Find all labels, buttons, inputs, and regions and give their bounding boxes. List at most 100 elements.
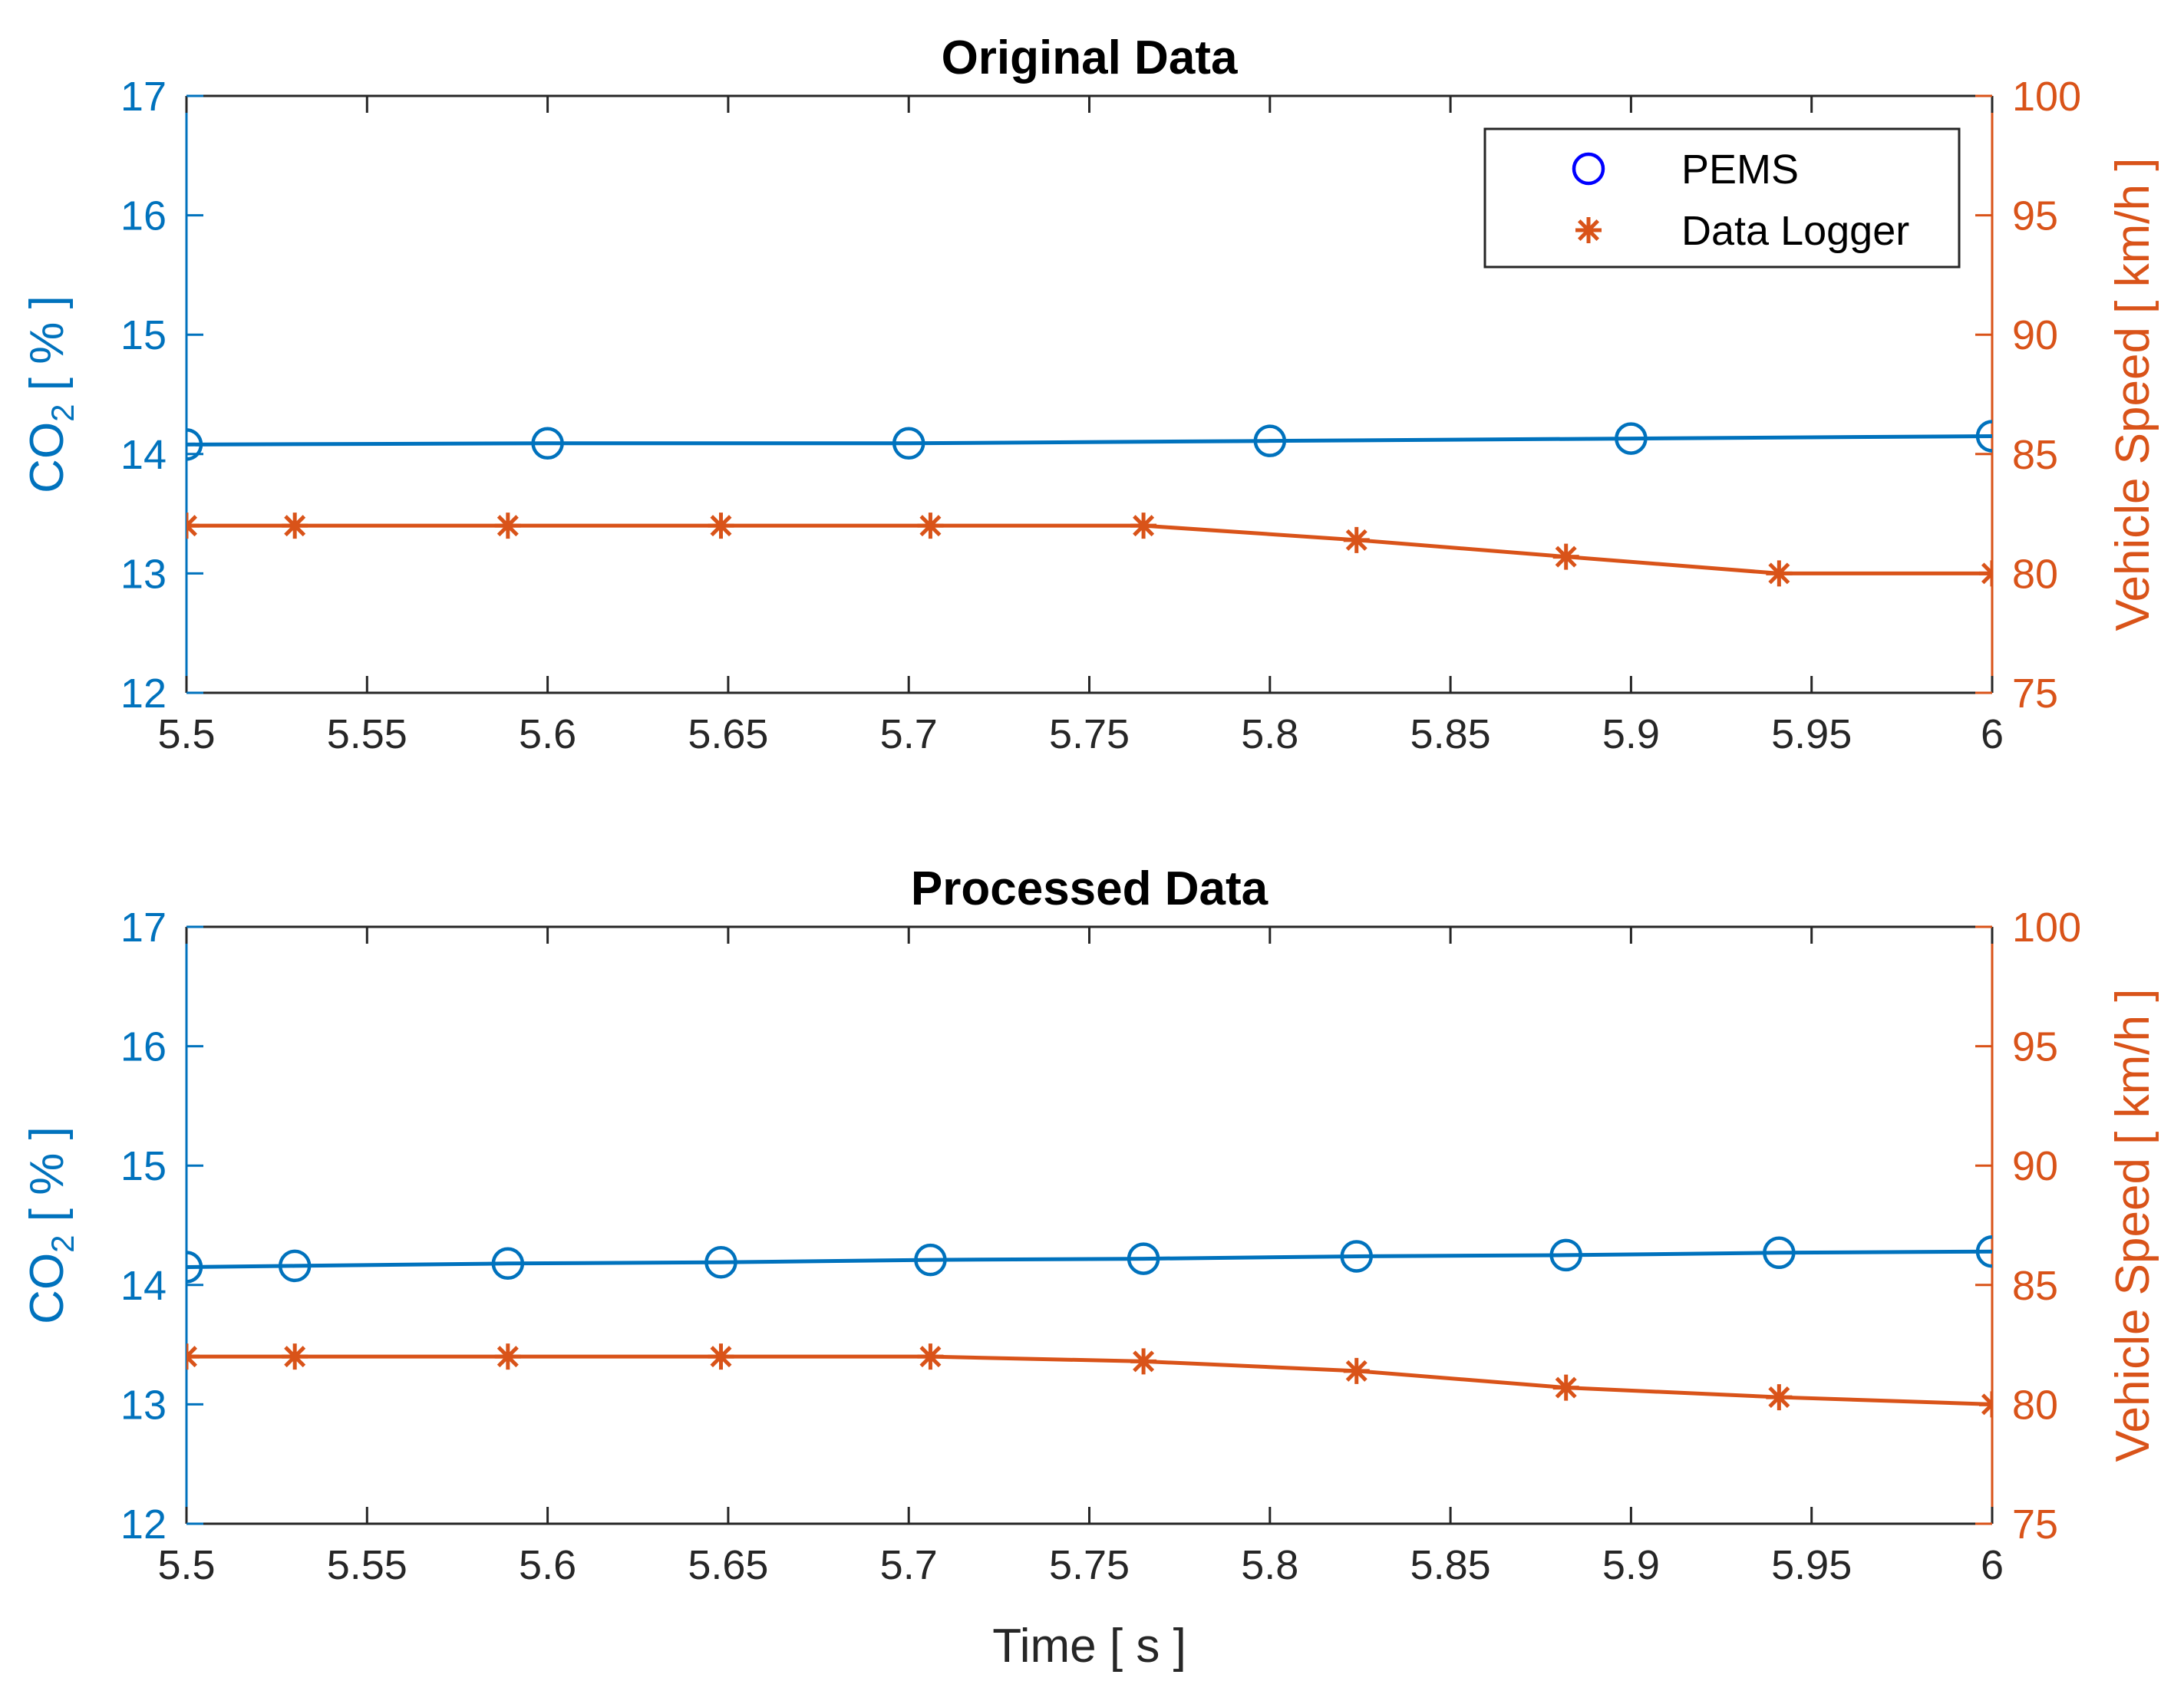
data-point-circle [1340, 1240, 1373, 1273]
series-pems [186, 420, 1992, 461]
chart-1: 5.5 5.55 5.6 5.65 5.7 5.75 5.8 5.85 5.9 5.95 6 12 13… [21, 31, 2159, 757]
legend-marker-circle [1572, 152, 1605, 186]
right-y-tick-label: 75 [2012, 671, 2058, 717]
data-point-circle [1975, 1234, 1992, 1268]
x-tick-label: 5.75 [1049, 1542, 1130, 1588]
x-tick-label: 5.6 [519, 711, 576, 757]
data-point-circle [914, 1243, 947, 1277]
x-tick-label: 5.5 [157, 711, 215, 757]
right-y-tick-label: 80 [2012, 1382, 2058, 1428]
x-tick-label: 5.5 [157, 1542, 215, 1588]
chart-2: 5.5 5.55 5.6 5.65 5.7 5.75 5.8 5.85 5.9 5.95 6 12 13… [21, 862, 2159, 1673]
x-tick-label: 5.85 [1410, 1542, 1491, 1588]
data-point-circle [278, 1249, 312, 1283]
right-y-tick-label: 100 [2012, 74, 2081, 120]
chart-title: Original Data [942, 31, 1238, 84]
legend-box [1483, 127, 1961, 269]
left-y-tick-label: 13 [120, 1382, 167, 1428]
x-axis-label: Time [ s ] [992, 1620, 1186, 1673]
series-line [186, 1354, 1992, 1406]
series-data-logger [186, 513, 1992, 587]
x-tick-label: 5.8 [1241, 711, 1298, 757]
data-point-asterisk [282, 513, 308, 539]
data-point-circle [491, 1247, 525, 1281]
data-point-asterisk [1130, 513, 1157, 539]
left-y-tick-label: 13 [120, 551, 167, 597]
data-point-circle [531, 427, 564, 460]
data-point-asterisk [917, 513, 944, 539]
data-point-asterisk [708, 1343, 734, 1370]
charts-layer: 5.5 5.55 5.6 5.65 5.7 5.75 5.8 5.85 5.9 5.95 6 12 13… [21, 31, 2159, 1673]
left-y-tick-label: 12 [120, 671, 167, 717]
left-y-tick-label: 16 [120, 1024, 167, 1070]
data-point-asterisk [917, 1343, 944, 1370]
legend-label: PEMS [1681, 147, 1799, 193]
x-tick-label: 6 [1981, 711, 2004, 757]
x-tick-label: 5.9 [1602, 1542, 1660, 1588]
right-y-tick-label: 85 [2012, 1263, 2058, 1309]
left-y-tick-label: 17 [120, 74, 167, 120]
right-y-tick-label: 90 [2012, 1143, 2058, 1189]
right-y-tick-label: 100 [2012, 905, 2081, 951]
legend-label: Data Logger [1681, 208, 1909, 254]
left-y-axis-label: CO2 [ % ] [21, 1126, 81, 1324]
x-tick-label: 5.7 [880, 711, 938, 757]
x-tick-label: 5.85 [1410, 711, 1491, 757]
data-point-circle [704, 1245, 737, 1279]
x-tick-label: 5.75 [1049, 711, 1130, 757]
x-tick-label: 5.55 [327, 1542, 407, 1588]
right-y-tick-label: 75 [2012, 1501, 2058, 1548]
chart-title: Processed Data [911, 862, 1269, 915]
right-y-tick-label: 95 [2012, 1024, 2058, 1070]
right-y-tick-label: 95 [2012, 193, 2058, 239]
data-point-circle [1615, 422, 1648, 455]
x-tick-label: 5.55 [327, 711, 407, 757]
series-line [186, 1249, 1992, 1269]
left-y-tick-label: 12 [120, 1501, 167, 1548]
data-point-asterisk [1343, 1357, 1370, 1384]
x-tick-label: 5.95 [1771, 711, 1852, 757]
data-point-asterisk [1766, 560, 1793, 587]
data-point-asterisk [1343, 526, 1370, 553]
right-y-axis-label: Vehicle Speed [ km/h ] [2106, 989, 2159, 1462]
data-point-circle [1763, 1236, 1796, 1270]
left-y-tick-label: 17 [120, 905, 167, 951]
left-y-tick-label: 15 [120, 1143, 167, 1189]
data-point-asterisk [494, 513, 521, 539]
data-point-circle [186, 1251, 203, 1284]
right-y-tick-label: 80 [2012, 551, 2058, 597]
x-tick-label: 5.65 [688, 1542, 768, 1588]
series-line [186, 433, 1992, 447]
x-tick-label: 5.8 [1241, 1542, 1298, 1588]
data-point-circle [1127, 1242, 1160, 1275]
data-point-circle [186, 428, 203, 461]
x-tick-label: 5.7 [880, 1542, 938, 1588]
data-point-asterisk [1130, 1348, 1157, 1375]
left-y-tick-label: 15 [120, 312, 167, 358]
x-tick-label: 5.95 [1771, 1542, 1852, 1588]
right-y-tick-label: 90 [2012, 312, 2058, 358]
legend-marker-asterisk [1575, 217, 1602, 243]
x-tick-label: 5.65 [688, 711, 768, 757]
x-tick-label: 5.6 [519, 1542, 576, 1588]
data-point-circle [1253, 424, 1287, 457]
x-tick-label: 6 [1981, 1542, 2004, 1588]
series-pems [186, 1234, 1992, 1284]
right-y-axis-label: Vehicle Speed [ km/h ] [2106, 158, 2159, 631]
data-point-circle [892, 427, 925, 460]
data-point-asterisk [1552, 1374, 1579, 1401]
legend: PEMS Data Logger [1483, 127, 1961, 269]
data-point-asterisk [494, 1343, 521, 1370]
data-point-circle [1549, 1238, 1582, 1272]
left-y-tick-label: 14 [120, 432, 167, 478]
data-point-asterisk [1552, 543, 1579, 570]
right-y-tick-label: 85 [2012, 432, 2058, 478]
left-y-tick-label: 14 [120, 1263, 167, 1309]
left-y-tick-label: 16 [120, 193, 167, 239]
left-y-axis-label: CO2 [ % ] [21, 295, 81, 493]
series-line [186, 523, 1992, 575]
data-point-asterisk [708, 513, 734, 539]
data-point-circle [1975, 420, 1992, 453]
